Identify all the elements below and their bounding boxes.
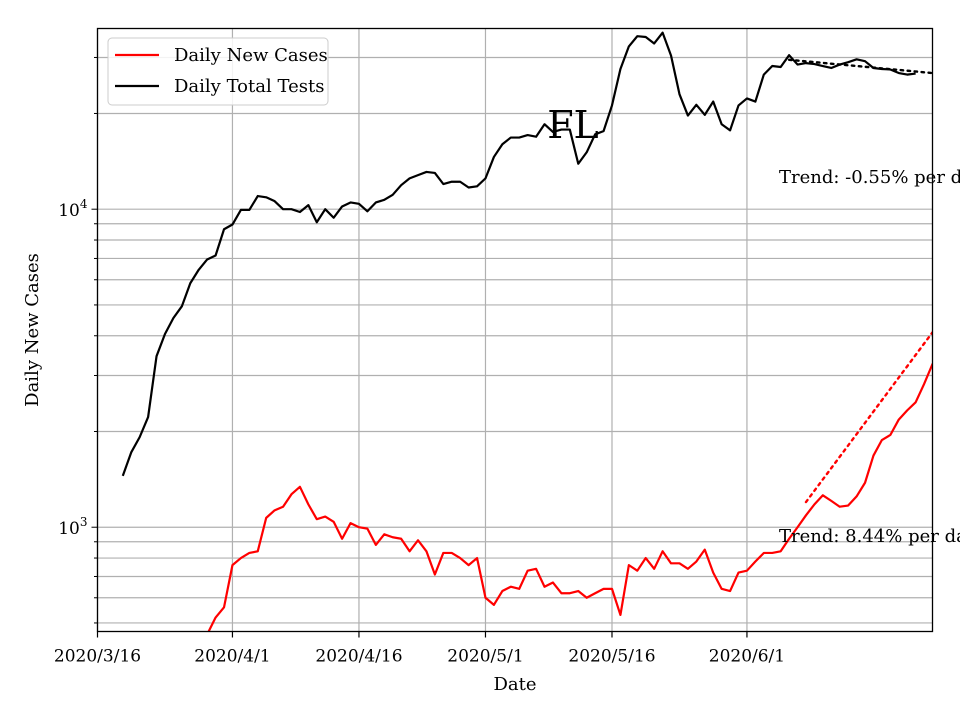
- plot-frame: [96, 27, 934, 633]
- legend-box: [107, 37, 329, 106]
- y-tick-label: 103: [58, 515, 87, 539]
- x-tick-label: 2020/3/16: [54, 647, 141, 667]
- x-tick-label: 2020/5/1: [447, 647, 523, 667]
- legend: Daily New Cases Daily Total Tests: [107, 37, 329, 106]
- legend-label-daily-new-cases: Daily New Cases: [174, 45, 328, 66]
- x-tick-label: 2020/4/16: [315, 647, 402, 667]
- trend-label-tests: Trend: -0.55% per day: [779, 167, 960, 188]
- y-tick-label: 104: [58, 197, 88, 221]
- chart-title: FL: [547, 103, 599, 147]
- grid: [96, 28, 933, 632]
- y-axis: 103 104: [58, 56, 98, 624]
- series-layer: [121, 31, 933, 632]
- series-line-daily-new-cases: [207, 362, 933, 632]
- y-axis-label: Daily New Cases: [22, 253, 43, 407]
- x-axis: 2020/3/16 2020/4/1 2020/4/16 2020/5/1 2020/5…: [54, 631, 785, 667]
- trend-line-daily-total-tests: [787, 58, 933, 75]
- series-line-daily-total-tests: [121, 31, 916, 477]
- legend-label-daily-total-tests: Daily Total Tests: [174, 76, 324, 97]
- x-axis-label: Date: [493, 674, 536, 695]
- x-tick-label: 2020/5/16: [568, 647, 655, 667]
- x-tick-label: 2020/4/1: [194, 647, 270, 667]
- trend-line-daily-new-cases: [804, 331, 933, 504]
- trend-label-cases: Trend: 8.44% per day: [779, 526, 960, 547]
- x-tick-label: 2020/6/1: [709, 647, 785, 667]
